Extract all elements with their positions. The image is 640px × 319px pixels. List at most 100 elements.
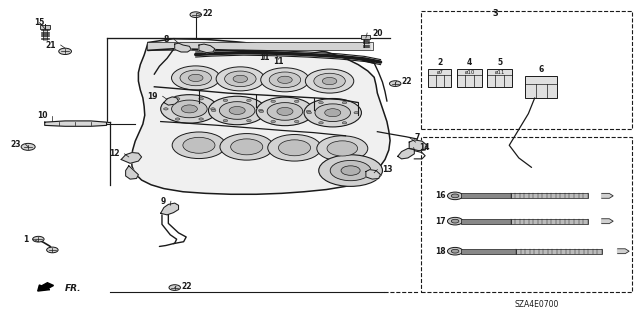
Circle shape [180,70,211,86]
Circle shape [294,120,299,123]
Circle shape [183,137,215,153]
Circle shape [209,96,266,125]
Text: 5: 5 [497,58,502,67]
Text: SZA4E0700: SZA4E0700 [515,300,559,309]
Circle shape [199,118,204,120]
Circle shape [220,134,273,160]
Circle shape [211,109,216,112]
Circle shape [319,155,383,186]
Circle shape [271,120,275,123]
Text: FR.: FR. [65,284,82,293]
Text: 17: 17 [435,217,445,226]
Circle shape [277,108,293,115]
Circle shape [21,143,35,150]
Circle shape [172,66,220,90]
Circle shape [269,72,301,88]
Text: 14: 14 [419,143,429,152]
Polygon shape [602,219,613,224]
Circle shape [451,194,459,198]
Circle shape [305,69,354,93]
Text: 15: 15 [35,18,45,27]
Bar [457,69,483,87]
Text: 22: 22 [202,9,212,18]
Text: 19: 19 [147,92,157,101]
Circle shape [220,102,255,119]
Text: ø10: ø10 [465,70,475,74]
Polygon shape [409,140,427,151]
Circle shape [229,107,245,115]
Circle shape [304,99,362,127]
Text: 2: 2 [437,58,442,67]
Circle shape [260,68,309,92]
Polygon shape [397,148,414,159]
Polygon shape [175,43,191,52]
Circle shape [223,119,228,122]
Circle shape [306,110,311,113]
Bar [461,194,511,198]
Circle shape [324,109,340,117]
Circle shape [319,101,323,104]
Text: 10: 10 [36,111,47,120]
Bar [147,41,373,50]
Circle shape [342,101,347,104]
Bar [516,249,602,254]
Circle shape [225,71,256,87]
Text: ø7: ø7 [436,70,444,74]
Circle shape [342,122,347,124]
Circle shape [278,76,292,83]
Polygon shape [602,194,613,198]
Circle shape [246,119,252,122]
Circle shape [181,105,197,113]
Polygon shape [618,249,629,254]
Circle shape [354,112,358,114]
Circle shape [259,110,264,113]
Circle shape [447,248,463,255]
Circle shape [390,81,401,86]
Bar [362,35,371,39]
Bar [461,219,511,224]
Circle shape [172,100,207,118]
Circle shape [211,108,215,110]
Polygon shape [125,166,138,179]
Text: 9: 9 [161,197,166,206]
Circle shape [246,99,252,101]
Circle shape [271,100,275,102]
Circle shape [175,98,180,100]
Polygon shape [164,97,179,105]
Bar [428,69,451,87]
Text: 22: 22 [401,77,412,85]
Circle shape [317,136,368,161]
Circle shape [230,139,263,155]
Bar [40,26,50,29]
Circle shape [319,122,323,124]
Circle shape [164,108,168,110]
Circle shape [341,166,360,175]
FancyArrow shape [38,283,54,291]
Polygon shape [161,203,179,215]
Text: 11: 11 [273,57,284,66]
Circle shape [47,247,58,253]
Circle shape [256,97,314,126]
Polygon shape [45,121,106,126]
Bar [487,69,513,87]
Circle shape [161,95,218,123]
Polygon shape [121,152,141,163]
Circle shape [323,78,337,85]
Text: 22: 22 [181,282,191,291]
Circle shape [190,12,202,18]
Circle shape [451,249,459,253]
Bar [511,219,588,224]
Polygon shape [366,170,381,179]
Circle shape [33,236,44,242]
Text: 16: 16 [435,191,445,200]
Bar [525,76,557,98]
Text: 21: 21 [45,41,56,49]
Circle shape [267,103,303,120]
Circle shape [233,75,248,83]
Circle shape [307,112,312,114]
Text: 18: 18 [435,247,445,256]
Circle shape [278,140,310,156]
Bar [420,137,632,292]
Text: 3: 3 [492,9,498,18]
Bar [511,194,588,198]
